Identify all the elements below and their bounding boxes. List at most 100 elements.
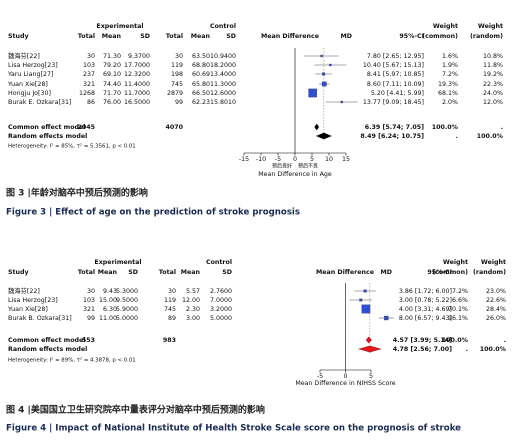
ci-text: 7.80 [2.65; 12.95] [367,53,424,60]
weight: 11.8% [483,62,503,69]
cell: 119 [171,62,183,69]
ci-text: 4.57 [3.99; 5.14] [393,337,452,344]
weight: . [501,124,503,131]
cell: 321 [83,306,95,313]
cell: 103 [83,62,95,69]
weight: 1.9% [442,62,458,69]
col-header: Total [159,269,176,276]
tick-label: -5 [317,373,323,380]
cell: 18.2000 [210,62,236,69]
tick-label: -10 [256,156,266,163]
model-total: 983 [163,337,176,344]
cell: 5.0000 [116,315,138,322]
cell: 63.50 [192,53,210,60]
cell: 7.0000 [210,297,232,304]
model-label: Random effects model [8,133,87,140]
col-header: 95%-CI [427,269,452,276]
ci-text: 8.00 [6.57; 9.43] [399,315,452,322]
cell: 30 [175,53,183,60]
cell: 71.30 [103,53,121,60]
weight: 68.1% [438,90,458,97]
col-header: Total [78,33,95,40]
col-header: SD [128,269,138,276]
ci-text: 5.20 [4.41; 5.99] [371,90,424,97]
cell: 15.00 [99,297,117,304]
weight: 19.2% [483,71,503,78]
group-header: Experimental [94,259,141,266]
cell: 89 [168,315,176,322]
cell: 2.30 [186,306,200,313]
weight: 16.1% [448,315,468,322]
cell: 103 [83,297,95,304]
cell: 9.5000 [116,297,138,304]
model-label: Random effects model [8,346,87,353]
ci-text: 8.60 [7.11; 10.09] [367,81,424,88]
tick-label: 15 [342,156,350,163]
weight-square [363,289,367,293]
caption-cn: 图 3 |年龄对脑卒中预后预测的影响 [6,187,148,199]
study-name: Burak B. Ozkara[31] [8,315,72,322]
ci-text: 4.78 [2.56; 7.00] [393,346,452,353]
weight: 28.4% [486,306,506,313]
cell: 65.80 [192,81,210,88]
cell: 237 [83,71,95,78]
weight-square [340,100,343,104]
ci-text: 10.40 [5.67; 15.13] [363,62,424,69]
weight: 26.0% [486,315,506,322]
weight-square [322,72,326,76]
study-name: 魏海芬[22] [8,286,40,295]
cell: 3.00 [186,315,200,322]
tick-label: 5 [310,156,314,163]
cell: 119 [164,297,176,304]
col-header: Weight [481,259,506,266]
cell: 30 [87,53,95,60]
model-total: 4070 [165,124,183,131]
cell: 17.7000 [124,62,150,69]
study-name: Hongju Jo[30] [8,90,51,97]
cell: 99 [87,315,95,322]
weight: 2.0% [442,99,458,106]
cell: 71.70 [103,90,121,97]
col-header: Mean Difference [316,269,374,276]
cell: 12.3200 [124,71,150,78]
col-header: Weight [433,23,458,30]
weight: 22.6% [486,297,506,304]
cell: 30 [87,288,95,295]
study-name: 魏海芬[22] [8,51,40,60]
cell: 16.5000 [124,99,150,106]
heterogeneity: Heterogeneity: I² = 85%, τ² = 5.3561, p … [8,143,136,150]
study-name: Lisa Herzog[23] [8,297,58,304]
cell: 76.00 [103,99,121,106]
group-header: Control [210,23,236,30]
study-name: Yaru Liang[27] [7,71,53,78]
col-header: Total [78,269,95,276]
cell: 10.9400 [210,53,236,60]
cell: 86 [87,99,95,106]
col-header: Weight [443,259,468,266]
col-header: (common) [432,269,468,276]
cell: 6.30 [103,306,117,313]
col-header: SD [226,33,236,40]
study-name: Burak E. Ozkara[31] [8,99,71,106]
caption-cn: 图 4 |美国国立卫生研究院卒中量表评分对脑卒中预后预测的影响 [6,404,265,416]
weight: 6.6% [452,297,468,304]
col-header: MD [341,33,353,40]
weight: 100.0% [480,346,507,353]
tick-label: 0 [293,156,297,163]
cell: 12.00 [182,297,200,304]
cell: 62.23 [192,99,210,106]
cell: 99 [175,99,183,106]
col-header: Total [166,33,183,40]
weight: 100.0% [432,124,459,131]
group-header: Experimental [96,23,143,30]
ci-text: 6.39 [5.74; 7.05] [365,124,424,131]
col-header: Mean [102,33,121,40]
study-name: Yuan Xie[28] [7,81,48,88]
diamond [358,345,382,353]
cell: 11.00 [99,315,117,322]
col-header: MD [381,269,393,276]
tick-label: 0 [343,373,347,380]
cell: 5.3000 [116,288,138,295]
axis-label: Mean Difference in Age [258,171,332,178]
